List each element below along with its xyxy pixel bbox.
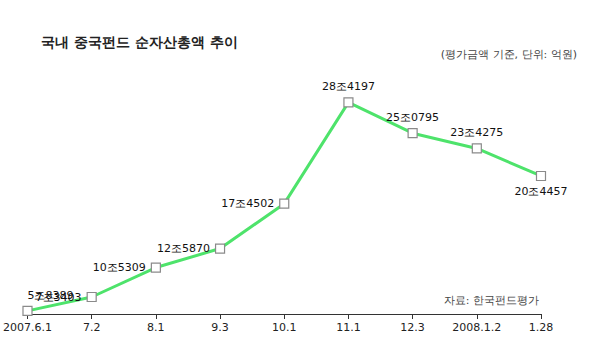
svg-text:10조5309: 10조5309: [93, 261, 146, 274]
svg-text:10.1: 10.1: [272, 321, 297, 334]
svg-text:2008.1.2: 2008.1.2: [452, 321, 501, 334]
svg-text:20조4457: 20조4457: [515, 185, 568, 198]
svg-text:11.1: 11.1: [336, 321, 361, 334]
svg-text:국내 중국펀드 순자산총액 추이: 국내 중국펀드 순자산총액 추이: [41, 34, 238, 50]
svg-text:17조4502: 17조4502: [221, 197, 274, 210]
svg-text:(평가금액 기준, 단위: 억원): (평가금액 기준, 단위: 억원): [441, 48, 577, 61]
svg-text:자료: 한국펀드평가: 자료: 한국펀드평가: [444, 294, 539, 307]
svg-text:2007.6.1: 2007.6.1: [3, 321, 52, 334]
svg-text:12.3: 12.3: [400, 321, 425, 334]
svg-text:28조4197: 28조4197: [322, 80, 375, 93]
svg-text:9.3: 9.3: [211, 321, 229, 334]
svg-text:25조0795: 25조0795: [386, 111, 439, 124]
svg-text:23조4275: 23조4275: [450, 126, 503, 139]
svg-text:12조5870: 12조5870: [157, 242, 210, 255]
svg-text:7.2: 7.2: [83, 321, 101, 334]
svg-text:7조3403: 7조3403: [36, 291, 82, 304]
svg-text:8.1: 8.1: [147, 321, 165, 334]
svg-text:1.28: 1.28: [529, 321, 554, 334]
